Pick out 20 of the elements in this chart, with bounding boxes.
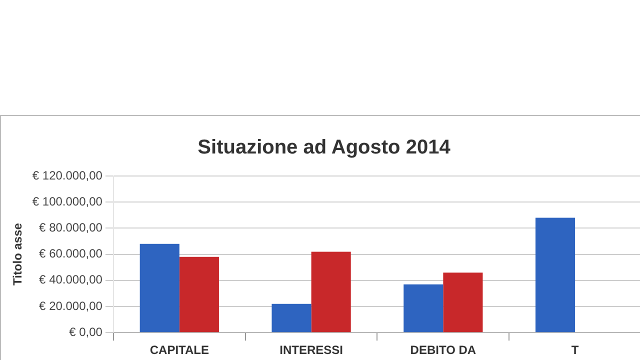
x-tick-label: CAPITALE bbox=[150, 343, 209, 358]
x-tick-label: INTERESSI bbox=[280, 343, 343, 358]
bar bbox=[272, 304, 312, 332]
y-tick-label: € 100.000,00 bbox=[32, 194, 103, 208]
bar bbox=[179, 256, 219, 332]
y-axis-title: Titolo asse bbox=[10, 222, 25, 286]
bar bbox=[443, 272, 483, 332]
y-tick-label: € 60.000,00 bbox=[39, 246, 103, 261]
bar bbox=[311, 252, 351, 332]
y-tick-label: € 0,00 bbox=[69, 324, 103, 339]
y-tick-label: € 80.000,00 bbox=[39, 220, 103, 235]
y-tick-label: € 40.000,00 bbox=[39, 272, 103, 287]
bar bbox=[535, 218, 576, 332]
y-tick-label: € 20.000,00 bbox=[39, 298, 103, 313]
chart-title: Situazione ad Agosto 2014 bbox=[198, 136, 452, 159]
x-tick-label: DEBITO DA bbox=[410, 343, 476, 358]
bar bbox=[140, 244, 180, 332]
x-tick-label: T bbox=[571, 343, 580, 358]
y-tick-label: € 120.000,00 bbox=[32, 168, 103, 182]
bar bbox=[404, 284, 444, 332]
